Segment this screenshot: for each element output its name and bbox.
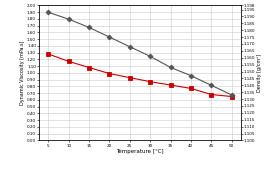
Line: dynamic viscosity [mPa.s]: dynamic viscosity [mPa.s]	[47, 52, 233, 98]
dynamic viscosity [mPa.s]	[169, 84, 172, 86]
density [g/cm³]	[87, 26, 91, 28]
X-axis label: Temperature [°C]: Temperature [°C]	[116, 149, 164, 154]
density [g/cm³]	[67, 18, 70, 20]
density [g/cm³]	[47, 11, 50, 13]
density [g/cm³]	[189, 75, 193, 77]
dynamic viscosity [mPa.s]	[47, 53, 50, 55]
Line: density [g/cm³]: density [g/cm³]	[47, 11, 233, 97]
density [g/cm³]	[108, 36, 111, 38]
dynamic viscosity [mPa.s]	[189, 87, 193, 89]
dynamic viscosity [mPa.s]	[67, 60, 70, 62]
dynamic viscosity [mPa.s]	[108, 73, 111, 75]
dynamic viscosity [mPa.s]	[230, 95, 233, 98]
Y-axis label: Dynamic Viscosity [mPa.s]: Dynamic Viscosity [mPa.s]	[20, 41, 25, 105]
dynamic viscosity [mPa.s]	[148, 81, 152, 83]
dynamic viscosity [mPa.s]	[210, 93, 213, 96]
dynamic viscosity [mPa.s]	[128, 76, 132, 79]
density [g/cm³]	[230, 94, 233, 96]
density [g/cm³]	[169, 66, 172, 68]
density [g/cm³]	[210, 84, 213, 86]
dynamic viscosity [mPa.s]	[87, 66, 91, 69]
density [g/cm³]	[128, 46, 132, 48]
density [g/cm³]	[148, 55, 152, 57]
Y-axis label: Density [g/cm³]: Density [g/cm³]	[257, 54, 262, 92]
